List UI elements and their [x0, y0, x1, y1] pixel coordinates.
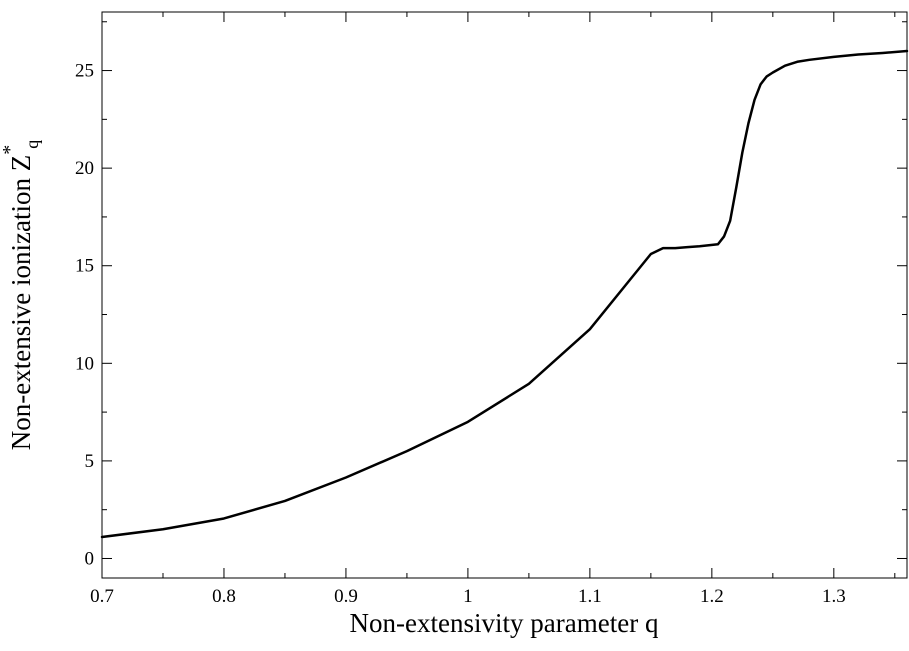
y-tick-label: 25 — [75, 61, 94, 82]
y-tick-label: 20 — [75, 158, 94, 179]
y-tick-label: 0 — [85, 548, 95, 569]
x-tick-label: 0.7 — [90, 586, 114, 607]
x-tick-label: 1 — [463, 586, 473, 607]
x-tick-label: 1.1 — [578, 586, 602, 607]
x-tick-label: 1.2 — [700, 586, 724, 607]
y-axis-label-main: Non-extensive ionization Z — [6, 155, 36, 450]
x-tick-label: 0.8 — [212, 586, 236, 607]
y-axis-label-group: Non-extensive ionization Z*q — [0, 140, 42, 450]
x-axis-label: Non-extensivity parameter q — [350, 608, 659, 638]
plot-frame — [101, 11, 908, 579]
y-tick-label: 5 — [85, 451, 95, 472]
y-axis-label-superscript: * — [0, 145, 21, 155]
y-tick-label: 15 — [75, 256, 94, 277]
y-tick-label: 10 — [75, 353, 94, 374]
x-tick-label: 0.9 — [334, 586, 358, 607]
series-line — [100, 49, 909, 539]
x-axis-ticks: 0.7 0.8 0.9 1 1.1 1.2 1.3 — [90, 12, 896, 607]
series-layer — [100, 49, 909, 539]
y-axis-ticks: 0 5 10 15 20 25 — [75, 21, 907, 569]
y-axis-label-subscript: q — [22, 140, 42, 149]
x-tick-label: 1.3 — [822, 586, 846, 607]
y-axis-label: Non-extensive ionization Z*q — [0, 140, 42, 450]
